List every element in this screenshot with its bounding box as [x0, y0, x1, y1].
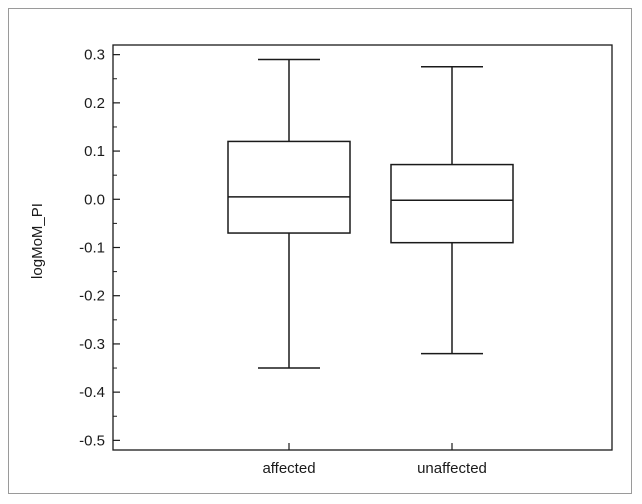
y-tick-label: -0.3 [79, 336, 105, 353]
plot-border [112, 44, 613, 451]
plot-area: 0.3 0.2 0.1 0.0 -0.1 -0.2 -0.3 -0.4 -0.5 affected… [79, 44, 613, 477]
y-tick-label: 0.2 [84, 95, 105, 112]
chart-frame [8, 8, 632, 494]
box-affected [227, 140, 351, 234]
y-axis-title: logMoM_PI [29, 203, 46, 279]
y-tick-label: 0.3 [84, 47, 105, 64]
y-tick-label: -0.5 [79, 432, 105, 449]
box-unaffected [390, 163, 514, 244]
y-tick-label: -0.1 [79, 240, 105, 257]
x-tick-label-affected: affected [262, 460, 315, 477]
y-tick-label: 0.1 [84, 143, 105, 160]
x-tick-label-unaffected: unaffected [417, 460, 487, 477]
y-tick-label: 0.0 [84, 191, 105, 208]
y-tick-label: -0.2 [79, 288, 105, 305]
y-tick-label: -0.4 [79, 384, 105, 401]
